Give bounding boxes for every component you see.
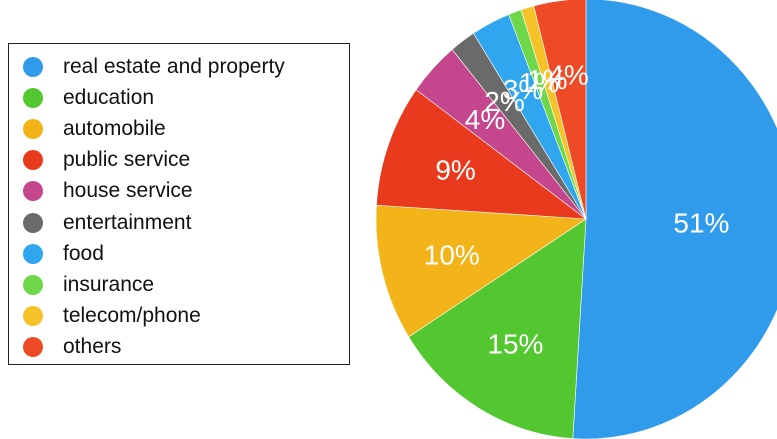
- legend-swatch: [23, 87, 43, 108]
- legend-item: others: [23, 332, 349, 363]
- legend-label: food: [63, 241, 104, 265]
- legend-item: insurance: [23, 269, 349, 300]
- legend-label: automobile: [63, 116, 166, 140]
- legend-label: others: [63, 335, 122, 359]
- legend-label: telecom/phone: [63, 304, 201, 328]
- pie-slice: [376, 89, 587, 220]
- legend-swatch: [23, 274, 43, 295]
- legend-swatch: [23, 337, 43, 358]
- pie-slice-label: 10%: [424, 240, 480, 271]
- pie-slice-label: 1%: [527, 64, 567, 95]
- legend-label: house service: [63, 179, 193, 203]
- legend-swatch: [23, 181, 43, 202]
- pie-slice-label: 1%: [519, 67, 559, 98]
- legend-label: public service: [63, 148, 191, 172]
- legend-swatch: [23, 118, 43, 139]
- pie-slice-label: 2%: [484, 86, 524, 117]
- legend-swatch: [23, 306, 43, 327]
- legend-item: automobile: [23, 113, 349, 144]
- pie-slice-label: 4%: [465, 104, 505, 135]
- legend-swatch: [23, 150, 43, 171]
- legend-label: insurance: [63, 272, 155, 296]
- legend-swatch: [23, 212, 43, 233]
- chart-legend: real estate and property education automob…: [8, 43, 350, 365]
- pie-slice: [572, 0, 777, 439]
- pie-slice: [408, 218, 587, 439]
- legend-item: public service: [23, 145, 349, 176]
- pie-slice-label: 15%: [487, 329, 543, 360]
- legend-item: food: [23, 238, 349, 269]
- legend-item: telecom/phone: [23, 301, 349, 332]
- pie-slice: [375, 204, 587, 338]
- legend-label: real estate and property: [63, 54, 285, 78]
- legend-item: house service: [23, 176, 349, 207]
- pie-slice-label: 3%: [503, 74, 543, 105]
- pie-slice-label: 4%: [548, 59, 588, 90]
- legend-label: education: [63, 85, 155, 109]
- pie-slices: [375, 0, 777, 439]
- pie-slice: [533, 0, 587, 220]
- pie-slice-label: 9%: [435, 154, 475, 185]
- legend-swatch: [23, 56, 43, 77]
- legend-item: entertainment: [23, 207, 349, 238]
- pie-slice-label: 51%: [673, 207, 729, 238]
- pie-chart: 51%15%10%9%4%2%3%1%1%4%: [375, 0, 777, 439]
- legend-item: real estate and property: [23, 51, 349, 82]
- legend-swatch: [23, 243, 43, 264]
- pie-labels: 51%15%10%9%4%2%3%1%1%4%: [424, 59, 730, 359]
- legend-label: entertainment: [63, 210, 192, 234]
- legend-item: education: [23, 82, 349, 113]
